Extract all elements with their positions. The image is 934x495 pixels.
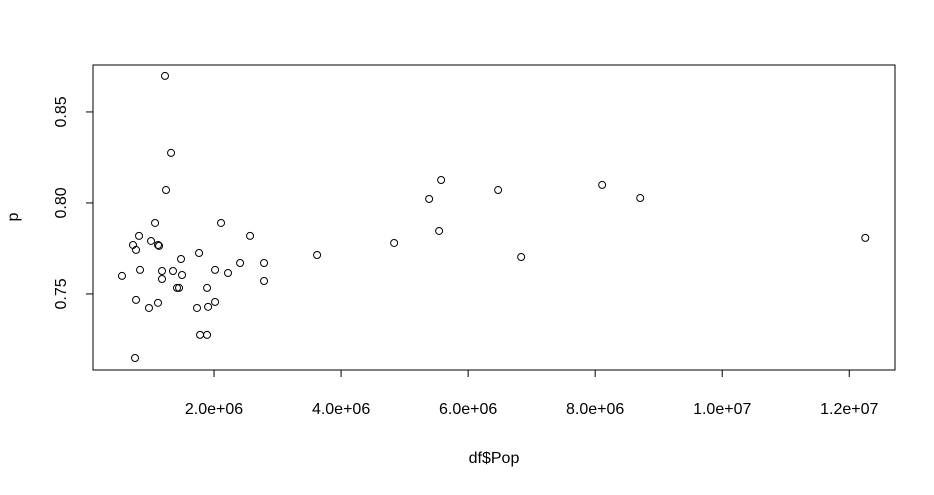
point (161, 71, 170, 80)
point (313, 250, 322, 259)
point (151, 218, 160, 227)
point (158, 275, 167, 284)
point (435, 226, 444, 235)
point (425, 194, 434, 203)
point (135, 231, 144, 240)
x-tick-label: 2.0e+06 (185, 401, 243, 418)
point (132, 245, 141, 254)
point (517, 252, 526, 261)
point (260, 277, 269, 286)
point (162, 186, 171, 195)
point (154, 240, 163, 249)
point (175, 283, 184, 292)
x-axis-label: df$Pop (469, 450, 520, 467)
point (155, 241, 164, 250)
y-tick-label: 0.75 (53, 278, 70, 309)
point (131, 353, 140, 362)
point (132, 295, 141, 304)
point (390, 238, 399, 247)
point (260, 258, 269, 267)
point (147, 236, 156, 245)
point (117, 271, 126, 280)
point (195, 248, 204, 257)
point (861, 233, 870, 242)
point (494, 186, 503, 195)
point (167, 148, 176, 157)
y-tick-label: 0.85 (53, 96, 70, 127)
point (211, 265, 220, 274)
point (193, 303, 202, 312)
point (173, 283, 182, 292)
point (246, 231, 255, 240)
x-tick-label: 4.0e+06 (312, 401, 370, 418)
x-tick-label: 8.0e+06 (566, 401, 624, 418)
point (211, 297, 220, 306)
x-tick-label: 1.0e+07 (693, 401, 751, 418)
y-axis-label: p (5, 212, 22, 221)
y-tick-label: 0.80 (53, 187, 70, 218)
x-tick-label: 6.0e+06 (439, 401, 497, 418)
point (437, 176, 446, 185)
point (598, 180, 607, 189)
x-tick-label: 1.2e+07 (820, 401, 878, 418)
point (196, 330, 205, 339)
point (636, 194, 645, 203)
point (204, 302, 213, 311)
point (154, 298, 163, 307)
point (236, 258, 245, 267)
point (203, 283, 212, 292)
point (178, 271, 187, 280)
point (177, 254, 186, 263)
point (169, 267, 178, 276)
plot-frame (92, 64, 896, 371)
point (217, 218, 226, 227)
point (224, 269, 233, 278)
point (136, 265, 145, 274)
point (203, 330, 212, 339)
point (158, 267, 167, 276)
point (144, 303, 153, 312)
